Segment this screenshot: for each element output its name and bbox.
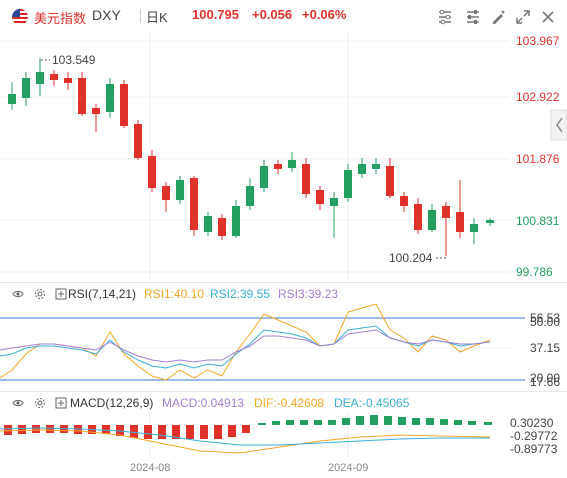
rsi-y-tick: 37.15 [530, 341, 560, 355]
rsi2-value: RSI2:39.55 [210, 287, 271, 301]
x-tick: 2024-08 [130, 462, 170, 474]
fullscreen-icon[interactable] [515, 9, 531, 25]
eye-icon[interactable] [12, 288, 24, 300]
macd-legend: MACD(12,26,9) MACD:0.04913 DIF:-0.42608 … [0, 391, 567, 413]
y-tick: 99.786 [516, 265, 553, 279]
high-label: 103.549 [52, 53, 96, 67]
macd-chart: 0.30230 -0.29772 -0.89773 2024-08 2024-0… [0, 413, 558, 474]
last-price: 100.795 [192, 7, 239, 22]
quote-header: 美元指数 DXY 日K 100.795 +0.056 +0.06% [0, 0, 567, 32]
macd-y-tick: -0.29772 [510, 429, 558, 443]
rsi1-value: RSI1:40.10 [144, 287, 205, 301]
candlestick-chart[interactable]: 103.549 100.204 103.967 102.922 101.876 … [0, 32, 567, 282]
us-flag-icon [12, 9, 28, 25]
rsi3-line [0, 329, 491, 363]
dea-line [0, 427, 490, 446]
rsi1-line [0, 304, 491, 381]
period-selector[interactable]: 日K [146, 10, 168, 25]
macd-y-tick: 0.30230 [510, 416, 554, 430]
rsi-y-tick: 20.00 [530, 371, 560, 385]
y-tick: 103.967 [516, 34, 560, 48]
gear-icon[interactable] [34, 397, 46, 409]
rsi-chart: 56.53 50.00 37.15 20.00 17.66 [0, 304, 560, 386]
instrument-name: 美元指数 [34, 11, 87, 26]
dif-line [0, 429, 491, 454]
side-panel-toggle[interactable] [550, 109, 567, 141]
rsi-legend: RSI(7,14,21) RSI1:40.10 RSI2:39.55 RSI3:… [0, 282, 567, 304]
chart-settings-icon[interactable] [465, 9, 481, 25]
macd-value: MACD:0.04913 [162, 396, 245, 410]
macd-title: MACD(12,26,9) [70, 396, 154, 410]
price-change: +0.056 [252, 7, 293, 22]
y-tick: 101.876 [516, 152, 560, 166]
rsi-y-tick: 17.66 [530, 375, 560, 386]
rsi-y-tick: 50.00 [530, 315, 560, 329]
x-tick: 2024-09 [328, 462, 368, 474]
chevron-left-icon[interactable] [556, 117, 563, 133]
y-tick: 100.831 [516, 214, 560, 228]
macd-y-tick: -0.89773 [510, 442, 558, 456]
low-label: 100.204 [389, 251, 433, 265]
rsi-y-tick: 56.53 [530, 311, 560, 325]
y-tick: 102.922 [516, 90, 560, 104]
expand-icon[interactable] [55, 397, 67, 409]
draw-tools-icon[interactable] [490, 9, 506, 25]
expand-icon[interactable] [55, 288, 67, 300]
price-change-pct: +0.06% [302, 7, 347, 22]
instrument-code: DXY [92, 7, 121, 23]
macd-histogram [4, 415, 492, 439]
eye-icon[interactable] [12, 397, 24, 409]
indicator-settings-icon[interactable] [437, 9, 453, 25]
dea-value: DEA:-0.45065 [334, 396, 410, 410]
close-icon[interactable] [540, 9, 556, 25]
rsi-title: RSI(7,14,21) [68, 287, 137, 301]
rsi3-value: RSI3:39.23 [278, 287, 339, 301]
dif-value: DIF:-0.42608 [254, 396, 325, 410]
gear-icon[interactable] [34, 288, 46, 300]
candles [8, 58, 494, 256]
divider [140, 9, 141, 23]
